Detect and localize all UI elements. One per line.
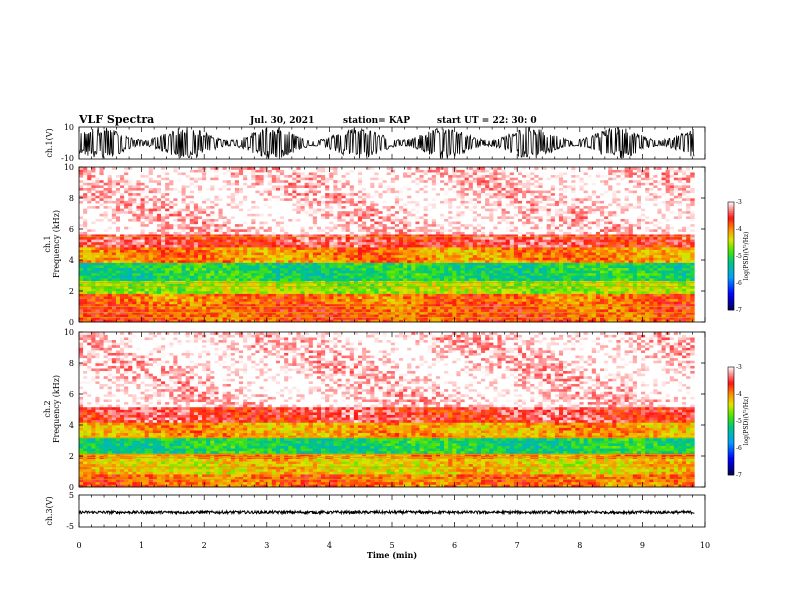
time-tick-label: 2 — [202, 541, 207, 550]
ch3-ylabel: ch.3(V) — [45, 496, 54, 525]
colorbar-tick-label: -6 — [736, 280, 742, 287]
ch1-ytick-top: 10 — [64, 123, 74, 132]
ch2-spec-ylabel-frequency: Frequency (kHz) — [52, 375, 61, 443]
colorbar-tick-label: -3 — [736, 199, 742, 206]
station-label: station= KAP — [343, 116, 410, 126]
ch1-waveform-xticks — [78, 127, 706, 159]
colorbar-tick-label: -4 — [736, 391, 742, 398]
colorbar-tick-label: -6 — [736, 445, 742, 452]
time-axis-label: Time (min) — [367, 550, 417, 560]
ch3-ytick-top: 5 — [69, 491, 74, 500]
ch1-spec-ylabel-frequency: Frequency (kHz) — [52, 210, 61, 278]
ch2-spectrogram-image — [79, 332, 705, 488]
time-tick-label: 1 — [139, 541, 144, 550]
ch2-colorbar: -3 -4 -5 -6 -7 log(PSD)(V²/Hz) — [727, 364, 750, 479]
ch1-waveform-line — [78, 127, 695, 159]
freq-tick-label: 8 — [69, 359, 74, 368]
freq-tick-label: 4 — [69, 256, 74, 265]
ch1-colorbar: -3 -4 -5 -6 -7 log(PSD)(V²/Hz) — [727, 199, 750, 314]
time-axis-tick-labels: 0 1 2 3 4 5 6 7 8 9 10 — [76, 541, 710, 550]
colorbar-tick-label: -4 — [736, 226, 742, 233]
time-tick-label: 6 — [452, 541, 457, 550]
ch1-ytick-bottom: -10 — [61, 154, 74, 163]
ch1-spectrogram-xticks — [78, 167, 706, 322]
colorbar-tick-label: -7 — [736, 307, 742, 314]
time-tick-label: 4 — [327, 541, 332, 550]
freq-tick-label: 10 — [64, 163, 74, 172]
date-label: Jul. 30, 2021 — [249, 116, 314, 126]
ch1-spectrogram-image — [79, 167, 705, 323]
time-tick-label: 5 — [389, 541, 394, 550]
freq-tick-label: 0 — [69, 318, 74, 327]
time-tick-label: 7 — [515, 541, 520, 550]
freq-tick-label: 10 — [64, 328, 74, 337]
colorbar-label: log(PSD)(V²/Hz) — [743, 397, 750, 446]
ch1-spec-ylabel-channel: ch.1 — [43, 235, 52, 252]
time-tick-label: 0 — [76, 541, 81, 550]
ch1-waveform-panel: 10 -10 ch.1(V) — [45, 123, 706, 163]
ch3-waveform-xticks — [78, 495, 706, 527]
ch2-spectrogram-panel: 0 2 4 6 8 10 ch.2 Frequency (kHz) — [43, 328, 706, 492]
freq-tick-label: 6 — [69, 225, 74, 234]
colorbar-tick-label: -5 — [736, 418, 742, 425]
ch2-spectrogram-yticks: 0 2 4 6 8 10 — [64, 328, 705, 492]
time-tick-label: 9 — [640, 541, 645, 550]
ch3-waveform-line — [78, 508, 695, 516]
start-time-label: start UT = 22: 30: 0 — [437, 116, 537, 126]
ch1-spectrogram-yticks: 0 2 4 6 8 10 — [64, 163, 705, 327]
colorbar-label: log(PSD)(V²/Hz) — [743, 232, 750, 281]
colorbar-tick-label: -5 — [736, 253, 742, 260]
freq-tick-label: 6 — [69, 390, 74, 399]
time-tick-label: 3 — [264, 541, 269, 550]
ch2-spectrogram-xticks — [78, 332, 706, 487]
freq-tick-label: 2 — [69, 287, 74, 296]
time-tick-label: 10 — [700, 541, 710, 550]
ch3-waveform-panel: 5 -5 ch.3(V) — [45, 491, 706, 531]
ch1-ylabel: ch.1(V) — [45, 128, 54, 157]
ch3-ytick-bottom: -5 — [66, 522, 74, 531]
time-tick-label: 8 — [577, 541, 582, 550]
freq-tick-label: 4 — [69, 421, 74, 430]
ch2-spec-ylabel-channel: ch.2 — [43, 400, 52, 417]
colorbar-tick-label: -7 — [736, 472, 742, 479]
freq-tick-label: 8 — [69, 194, 74, 203]
freq-tick-label: 0 — [69, 483, 74, 492]
figure-title: VLF Spectra — [78, 113, 154, 126]
colorbar-tick-label: -3 — [736, 364, 742, 371]
ch1-spectrogram-panel: 0 2 4 6 8 10 ch.1 Frequency (kHz) — [43, 163, 706, 327]
freq-tick-label: 2 — [69, 452, 74, 461]
